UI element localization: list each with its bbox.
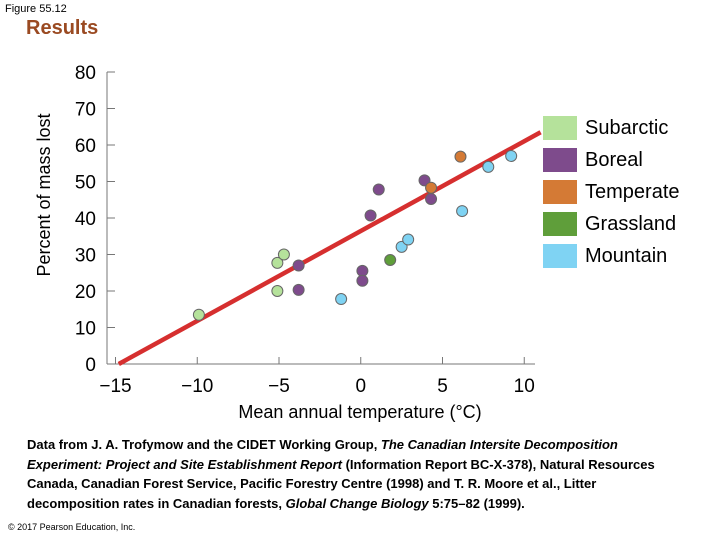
- caption-report-title: The Canadian Intersite Decomposition Exp…: [27, 437, 618, 472]
- data-point-subarctic: [271, 256, 284, 269]
- legend-label-mountain: Mountain: [585, 244, 668, 267]
- legend-swatch-mountain: [543, 244, 577, 268]
- caption-text-2: (Information Report BC-X-378), Natural R…: [27, 456, 655, 511]
- data-point-boreal: [356, 264, 369, 277]
- x-tick-label: 10: [514, 376, 535, 397]
- y-tick-label: 0: [85, 355, 96, 376]
- data-point-boreal: [372, 183, 385, 196]
- legend-item-temperate: Temperate: [543, 176, 680, 208]
- data-point-subarctic: [271, 285, 284, 297]
- legend-swatch-boreal: [543, 148, 577, 172]
- legend-swatch-subarctic: [543, 116, 577, 140]
- y-tick-label: 40: [75, 209, 96, 230]
- section-title: Results: [26, 17, 99, 39]
- legend-item-grassland: Grassland: [543, 208, 680, 240]
- data-point-boreal: [292, 259, 305, 272]
- trend-line: [117, 130, 542, 366]
- data-point-mountain: [456, 205, 469, 218]
- x-axis-label: Mean annual temperature (°C): [238, 402, 481, 422]
- data-point-mountain: [402, 233, 415, 246]
- scatter-chart: 0 10 20 30 40 50 60 70 80 −15 −10 −5 0 5 10 Mean annual…: [34, 63, 542, 422]
- legend-label-subarctic: Subarctic: [585, 116, 669, 139]
- y-tick-label: 60: [75, 136, 96, 157]
- data-source-caption: Data from J. A. Trofymow and the CIDET W…: [27, 435, 667, 513]
- x-tick-label: 5: [437, 376, 448, 397]
- data-point-mountain: [482, 160, 495, 173]
- legend-swatch-grassland: [543, 212, 577, 236]
- legend-item-boreal: Boreal: [543, 144, 680, 176]
- chart-legend: Subarctic Boreal Temperate Grassland Mountai…: [543, 112, 680, 272]
- legend-label-grassland: Grassland: [585, 212, 677, 235]
- x-tick-label: −10: [181, 376, 213, 397]
- data-point-mountain: [505, 149, 518, 162]
- data-point-temperate: [454, 150, 467, 163]
- data-point-mountain: [335, 293, 348, 306]
- data-point-temperate: [425, 181, 438, 194]
- data-point-subarctic: [192, 308, 205, 321]
- legend-label-temperate: Temperate: [585, 180, 680, 203]
- y-tick-label: 30: [75, 246, 96, 267]
- legend-swatch-temperate: [543, 180, 577, 204]
- y-tick-label: 70: [75, 100, 96, 121]
- data-point-subarctic: [277, 248, 290, 261]
- y-tick-label: 50: [75, 173, 96, 194]
- x-tick-label: −5: [268, 376, 290, 397]
- legend-item-mountain: Mountain: [543, 240, 680, 272]
- legend-item-subarctic: Subarctic: [543, 112, 680, 144]
- data-point-grassland: [384, 253, 397, 266]
- caption-journal-title: Global Change Biology: [285, 495, 429, 511]
- copyright-notice: © 2017 Pearson Education, Inc.: [8, 522, 136, 532]
- caption-text-3: 5:75–82 (1999).: [428, 495, 525, 511]
- y-tick-label: 80: [75, 63, 96, 84]
- data-point-boreal: [356, 274, 369, 287]
- caption-text-1: Data from J. A. Trofymow and the CIDET W…: [27, 437, 381, 452]
- y-tick-label: 10: [75, 319, 96, 340]
- y-axis-label: Percent of mass lost: [34, 113, 54, 276]
- data-point-boreal: [292, 283, 305, 296]
- data-point-boreal: [425, 193, 438, 206]
- data-point-boreal: [364, 209, 377, 222]
- y-tick-label: 20: [75, 282, 96, 303]
- x-tick-label: 0: [355, 376, 366, 397]
- figure-label: Figure 55.12: [5, 3, 67, 15]
- x-tick-label: −15: [99, 376, 131, 397]
- legend-label-boreal: Boreal: [585, 148, 643, 171]
